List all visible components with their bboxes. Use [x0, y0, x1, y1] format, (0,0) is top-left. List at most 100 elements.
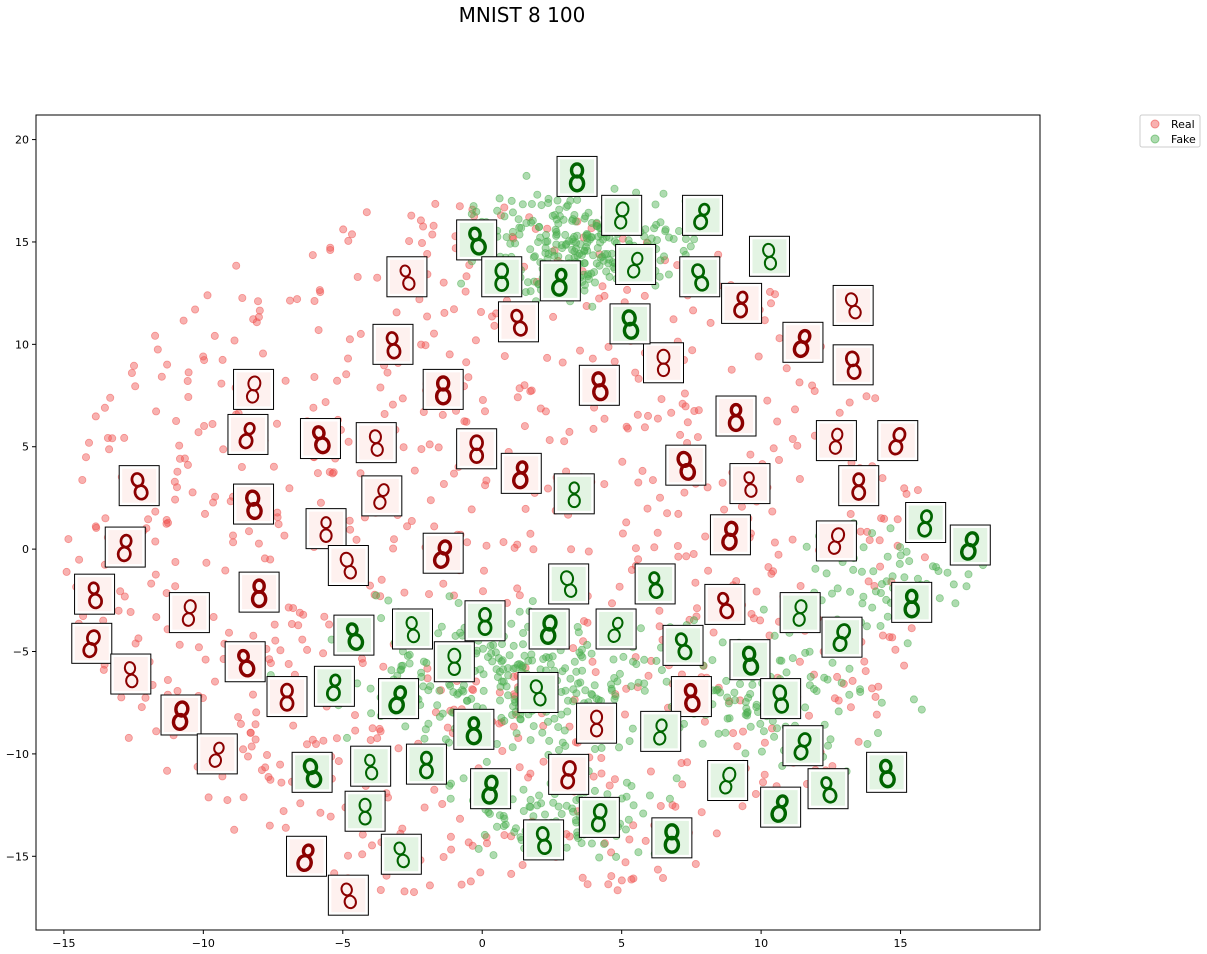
- real-point: [521, 504, 530, 513]
- real-thumbnail: [266, 676, 308, 718]
- digit-stroke: [469, 447, 485, 464]
- fake-point: [426, 682, 435, 691]
- real-point: [64, 535, 73, 544]
- fake-point: [518, 662, 527, 671]
- real-point: [210, 331, 219, 340]
- digit-glyph: [373, 483, 390, 510]
- real-point: [788, 535, 797, 544]
- real-point: [544, 484, 553, 493]
- real-point: [129, 361, 138, 370]
- digit-glyph: [238, 421, 256, 450]
- digit-stroke: [347, 632, 365, 651]
- digit-glyph: [529, 679, 547, 707]
- real-point: [399, 443, 408, 452]
- real-point: [900, 484, 909, 493]
- real-point: [712, 829, 721, 838]
- real-point: [85, 438, 94, 447]
- real-point: [605, 781, 614, 790]
- fake-thumbnail: [748, 235, 790, 277]
- fake-point: [748, 680, 757, 689]
- real-thumbnail: [286, 835, 328, 877]
- fake-point: [541, 810, 550, 819]
- real-point: [604, 342, 613, 351]
- real-thumbnail: [500, 452, 542, 494]
- fake-point: [517, 223, 526, 232]
- fake-point: [877, 698, 886, 707]
- fake-point: [883, 612, 892, 621]
- fake-point: [467, 694, 476, 703]
- real-point: [878, 631, 887, 640]
- real-point: [576, 346, 585, 355]
- real-point: [622, 518, 631, 527]
- fake-point: [519, 807, 528, 816]
- fake-point: [859, 592, 868, 601]
- digit-stroke: [470, 237, 487, 256]
- real-point: [345, 516, 354, 525]
- fake-point: [570, 657, 579, 666]
- fake-thumbnail: [456, 219, 498, 261]
- fake-point: [669, 234, 678, 243]
- real-point: [75, 555, 84, 564]
- real-point: [750, 614, 759, 623]
- x-tick-label: 5: [618, 937, 625, 950]
- fake-point: [562, 239, 571, 248]
- fake-thumbnail: [333, 614, 375, 656]
- fake-point: [495, 696, 504, 705]
- fake-point: [494, 654, 503, 663]
- real-point: [449, 469, 458, 478]
- fake-point: [856, 685, 865, 694]
- digit-glyph: [130, 472, 149, 501]
- fake-point: [500, 212, 509, 221]
- fake-point: [546, 660, 555, 669]
- real-point: [463, 538, 472, 547]
- fake-point: [619, 652, 628, 661]
- real-point: [366, 736, 375, 745]
- fake-thumbnail: [866, 751, 908, 793]
- real-point: [678, 780, 687, 789]
- digit-stroke: [656, 362, 671, 378]
- real-point: [773, 417, 782, 426]
- real-point: [425, 440, 434, 449]
- digit-stroke: [365, 765, 379, 781]
- real-point: [234, 713, 243, 722]
- real-point: [417, 238, 426, 247]
- fake-point: [493, 206, 502, 215]
- real-point: [549, 312, 558, 321]
- fake-point: [588, 302, 597, 311]
- fake-thumbnail: [615, 243, 657, 285]
- real-point: [358, 850, 367, 859]
- real-point: [874, 682, 883, 691]
- fake-point: [572, 689, 581, 698]
- real-point: [170, 477, 179, 486]
- fake-point: [609, 655, 618, 664]
- digit-glyph: [469, 434, 485, 464]
- digit-glyph: [364, 753, 379, 781]
- digit-stroke: [238, 433, 254, 450]
- thumbnails-layer: [71, 155, 991, 916]
- real-point: [332, 734, 341, 743]
- real-point: [876, 562, 885, 571]
- real-point: [280, 531, 289, 540]
- fake-point: [367, 709, 376, 718]
- real-point: [471, 336, 480, 345]
- real-point: [287, 620, 296, 629]
- real-point: [400, 588, 409, 597]
- real-point: [320, 612, 329, 621]
- fake-thumbnail: [548, 563, 590, 605]
- fake-point: [552, 240, 561, 249]
- fake-point: [543, 237, 552, 246]
- fake-point: [822, 569, 831, 578]
- fake-point: [526, 245, 535, 254]
- real-point: [770, 538, 779, 547]
- digit-glyph: [820, 776, 838, 804]
- digit-stroke: [719, 779, 733, 795]
- real-point: [392, 308, 401, 317]
- fake-point: [587, 649, 596, 658]
- digit-glyph: [385, 331, 402, 360]
- real-point: [157, 372, 166, 381]
- digit-stroke: [917, 521, 933, 538]
- real-point: [257, 766, 266, 775]
- real-point: [613, 886, 622, 895]
- real-point: [416, 216, 425, 225]
- real-point: [152, 407, 161, 416]
